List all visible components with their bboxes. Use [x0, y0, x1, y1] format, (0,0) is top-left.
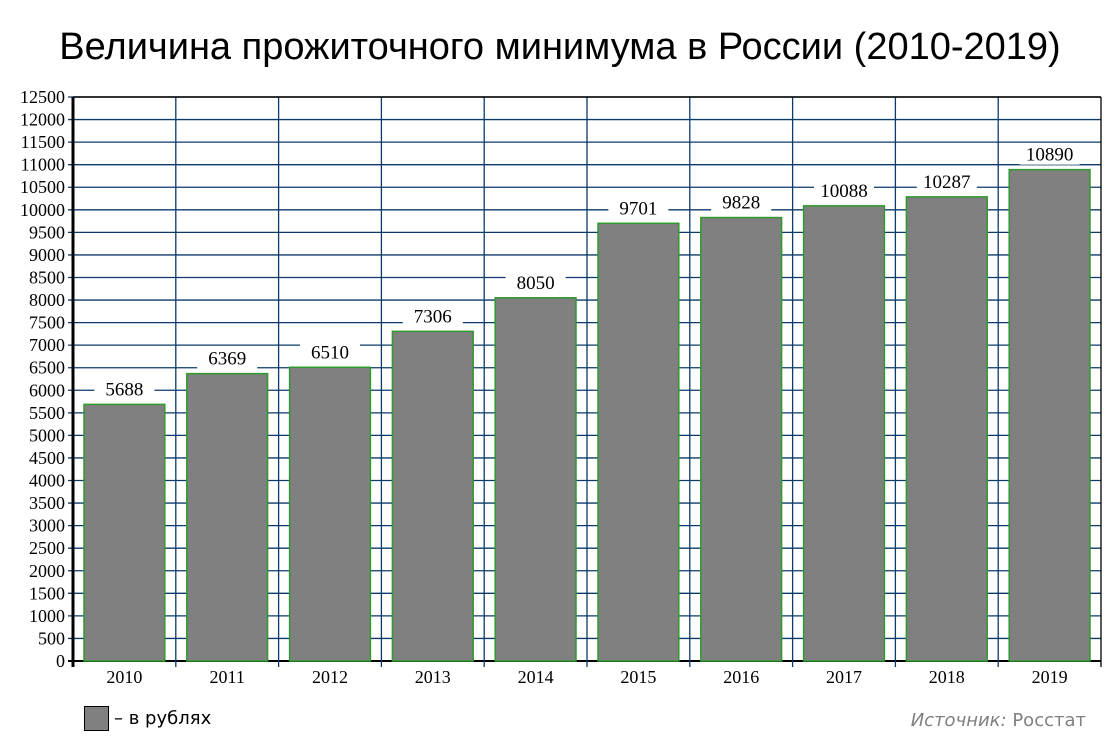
- data-label-bg: [1019, 144, 1080, 165]
- data-label: 7306: [414, 306, 452, 327]
- chart-title: Величина прожиточного минимума в России …: [59, 26, 1061, 68]
- x-tick-label: 2013: [415, 667, 451, 687]
- data-label: 9701: [619, 198, 657, 219]
- data-label: 5688: [105, 379, 143, 400]
- data-label: 9828: [722, 193, 760, 214]
- y-tick-label: 7500: [29, 313, 65, 333]
- data-label-bg: [608, 198, 669, 219]
- x-tick-label: 2018: [929, 667, 965, 687]
- y-tick-label: 4000: [29, 471, 65, 491]
- data-label: 10287: [923, 172, 971, 193]
- data-label-bg: [505, 272, 566, 293]
- y-tick-label: 9500: [29, 222, 65, 242]
- bar: [83, 403, 166, 662]
- y-tick-label: 9000: [29, 245, 65, 265]
- data-label: 8050: [517, 273, 555, 294]
- y-tick-label: 8000: [29, 290, 65, 310]
- x-tick-label: 2012: [312, 667, 348, 687]
- data-label: 10890: [1026, 145, 1074, 166]
- source-note: Источник: Росстат: [911, 710, 1086, 731]
- y-tick-label: 2000: [29, 561, 65, 581]
- y-tick-label: 6500: [29, 358, 65, 378]
- y-tick-label: 5000: [29, 425, 65, 445]
- y-tick-label: 11500: [21, 132, 65, 152]
- x-tick-label: 2011: [210, 667, 245, 687]
- bar: [700, 216, 783, 662]
- data-label-bg: [300, 342, 360, 363]
- x-tick-label: 2014: [518, 667, 554, 687]
- y-tick-label: 500: [38, 628, 65, 648]
- source-label: Источник:: [910, 710, 1007, 731]
- bar: [186, 372, 269, 662]
- y-tick-label: 0: [56, 651, 65, 671]
- legend-label: – в рублях: [114, 708, 212, 729]
- y-tick-label: 10000: [20, 200, 65, 220]
- data-label-bg: [916, 171, 977, 192]
- y-tick-label: 1000: [29, 606, 65, 626]
- y-tick-label: 12500: [20, 87, 65, 107]
- x-tick-label: 2015: [620, 667, 656, 687]
- x-tick-label: 2016: [723, 667, 759, 687]
- data-label-bg: [814, 180, 874, 201]
- data-label: 10088: [820, 181, 868, 202]
- bar: [905, 196, 988, 662]
- x-tick-label: 2010: [106, 667, 142, 687]
- y-tick-label: 10500: [20, 177, 65, 197]
- bar: [391, 330, 474, 662]
- data-label: 6369: [208, 349, 246, 370]
- legend-swatch: [84, 706, 109, 731]
- y-tick-label: 3000: [29, 516, 65, 536]
- y-tick-label: 8500: [29, 267, 65, 287]
- y-tick-label: 4500: [29, 448, 65, 468]
- y-tick-label: 12000: [20, 110, 65, 130]
- legend: – в рублях: [84, 706, 211, 731]
- bar: [1008, 168, 1091, 662]
- data-label-bg: [402, 306, 463, 327]
- y-tick-label: 5500: [29, 403, 65, 423]
- y-tick-label: 7000: [29, 335, 65, 355]
- y-tick-label: 1500: [29, 583, 65, 603]
- y-tick-label: 3500: [29, 493, 65, 513]
- bar: [597, 222, 680, 662]
- y-tick-label: 6000: [29, 380, 65, 400]
- data-label-bg: [197, 348, 258, 369]
- source-value: Росстат: [1006, 710, 1086, 731]
- x-tick-label: 2019: [1032, 667, 1068, 687]
- data-label-bg: [711, 192, 772, 213]
- data-label-bg: [94, 379, 155, 400]
- y-tick-label: 2500: [29, 538, 65, 558]
- data-label: 6510: [311, 342, 349, 363]
- bar: [802, 205, 886, 662]
- y-tick-label: 11000: [21, 155, 65, 175]
- bar: [494, 297, 577, 662]
- x-tick-label: 2017: [826, 667, 862, 687]
- bar: [288, 366, 372, 662]
